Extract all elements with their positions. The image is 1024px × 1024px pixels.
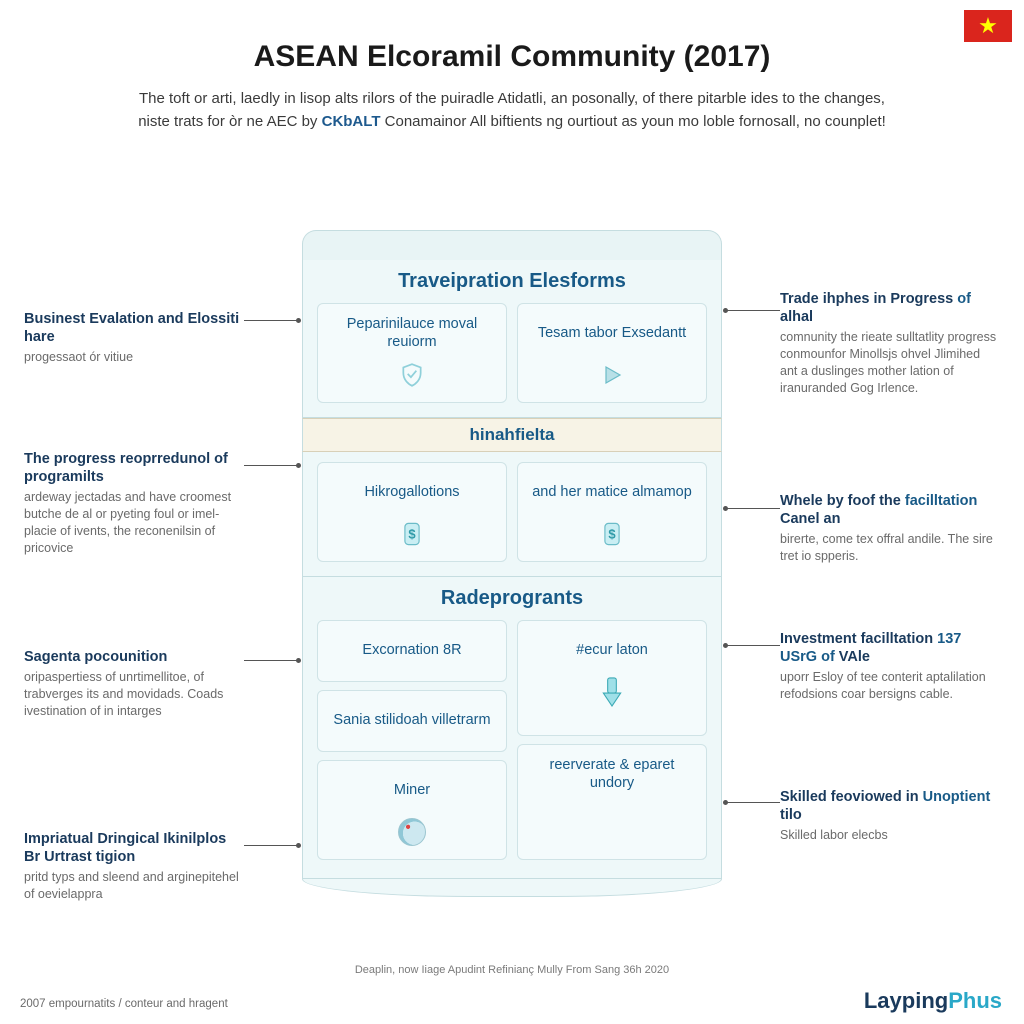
cell-s3-l2: Sania stilidoah villetrarm	[317, 690, 507, 752]
caption-text: Deaplin, now Iiage Apudint Refinianç Mul…	[0, 964, 1024, 976]
section-3-title: Radeprogrants	[317, 587, 707, 610]
cell-s1-right: Tesam tabor Exsedantt	[517, 303, 707, 403]
cell-s3-r1: #ecur laton	[517, 620, 707, 736]
footer-left-text: 2007 empournatits / conteur and hragent	[20, 998, 228, 1010]
mid-band: hinahfielta	[302, 418, 722, 452]
dollar-icon: $	[526, 519, 698, 549]
callout-body: ardeway jectadas and have croomest butch…	[24, 489, 244, 557]
callout-body: oripaspertiess of unrtimellitoe, of trab…	[24, 669, 244, 720]
globe-icon	[326, 817, 498, 847]
callout-title: Sagenta pocounition	[24, 648, 244, 666]
cell-s2-left: Hikrogallotions $	[317, 462, 507, 562]
play-icon	[526, 360, 698, 390]
callout-body: comnunity the rieate sulltatlity progres…	[780, 329, 1000, 397]
infographic-stage: Businest Evalation and Elossiti hare prog…	[0, 230, 1024, 964]
connector-line	[726, 645, 780, 646]
section-2: Hikrogallotions $ and her matice almamop…	[302, 452, 722, 577]
right-callout: Investment facilltation 137 USrG of VAle…	[780, 630, 1000, 703]
cell-s1-left: Peparinilauce moval reuiorm	[317, 303, 507, 403]
page-title: ASEAN Elcoramil Community (2017)	[0, 0, 1024, 74]
callout-body: uporr Esloy of tee conterit aptalilation…	[780, 669, 1000, 703]
callout-body: pritd typs and sleend and arginepitehel …	[24, 869, 244, 903]
section-1: Traveipration Elesforms Peparinilauce mo…	[302, 260, 722, 418]
callout-body: Skilled labor elecbs	[780, 827, 1000, 844]
connector-line	[244, 660, 298, 661]
cell-s3-l1: Excornation 8R	[317, 620, 507, 682]
shield-icon	[326, 360, 498, 390]
callout-title: Skilled feoviowed in Unoptient tilo	[780, 788, 1000, 824]
left-callout: The progress reoprredunol of programilts…	[24, 450, 244, 557]
connector-line	[726, 310, 780, 311]
arrow-down-icon	[526, 677, 698, 707]
left-callout: Businest Evalation and Elossiti hare prog…	[24, 310, 244, 366]
cell-label: Tesam tabor Exsedantt	[526, 314, 698, 352]
callout-title: Whele by foof the facilltation Canel an	[780, 492, 1000, 528]
cell-s3-r2: reerverate & eparet undory	[517, 744, 707, 860]
flag-star-icon: ★	[978, 13, 998, 39]
cell-label: Miner	[326, 771, 498, 809]
dollar-icon: $	[326, 519, 498, 549]
left-callout: Sagenta pocounition oripaspertiess of unr…	[24, 648, 244, 720]
shield-cap	[302, 230, 722, 260]
connector-line	[244, 465, 298, 466]
cell-label: Hikrogallotions	[326, 473, 498, 511]
callout-title: Impriatual Dringical Ikinilplos Br Urtra…	[24, 830, 244, 866]
cell-label: Sania stilidoah villetrarm	[326, 701, 498, 739]
callout-title: Trade ihphes in Progress of alhal	[780, 290, 1000, 326]
brand-part-2: Phus	[948, 988, 1002, 1013]
connector-line	[726, 802, 780, 803]
page-subtitle: The toft or arti, laedly in lisop alts r…	[132, 88, 892, 133]
cell-s3-l3: Miner	[317, 760, 507, 860]
section-1-title: Traveipration Elesforms	[317, 270, 707, 293]
shield-bottom	[302, 879, 722, 897]
callout-body: birerte, come tex offral andile. The sir…	[780, 531, 1000, 565]
callout-title: Businest Evalation and Elossiti hare	[24, 310, 244, 346]
cell-s2-right: and her matice almamop $	[517, 462, 707, 562]
callout-title: Investment facilltation 137 USrG of VAle	[780, 630, 1000, 666]
vietnam-flag: ★	[964, 10, 1012, 42]
cell-label: #ecur laton	[526, 631, 698, 669]
left-callout: Impriatual Dringical Ikinilplos Br Urtra…	[24, 830, 244, 903]
callout-title: The progress reoprredunol of programilts	[24, 450, 244, 486]
cell-label: and her matice almamop	[526, 473, 698, 511]
connector-line	[726, 508, 780, 509]
svg-text:$: $	[408, 527, 416, 542]
cell-label: Excornation 8R	[326, 631, 498, 669]
right-callout: Skilled feoviowed in Unoptient tilo Skill…	[780, 788, 1000, 844]
right-callout: Trade ihphes in Progress of alhalcomnuni…	[780, 290, 1000, 397]
brand-logo: LaypingPhus	[864, 988, 1002, 1014]
svg-text:$: $	[608, 527, 616, 542]
callout-body: progessaot ór vitiue	[24, 349, 244, 366]
connector-line	[244, 320, 298, 321]
right-callout: Whele by foof the facilltation Canel anb…	[780, 492, 1000, 565]
cell-label: reerverate & eparet undory	[526, 755, 698, 793]
section-3: Radeprogrants Excornation 8R Sania stili…	[302, 577, 722, 879]
central-shield: Traveipration Elesforms Peparinilauce mo…	[302, 230, 722, 897]
brand-part-1: Layping	[864, 988, 948, 1013]
connector-line	[244, 845, 298, 846]
cell-label: Peparinilauce moval reuiorm	[326, 314, 498, 352]
